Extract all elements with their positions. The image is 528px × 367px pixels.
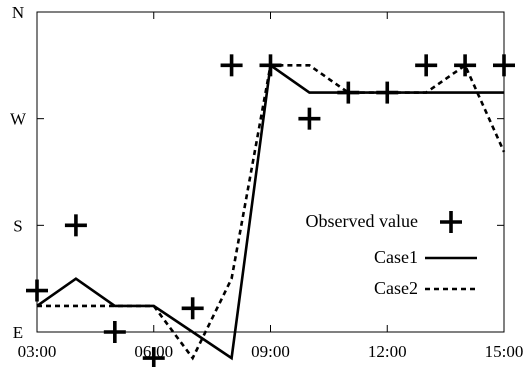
- series-lines: [36, 63, 506, 361]
- case2-line: [37, 63, 506, 361]
- legend-label-case2: Case2: [374, 278, 418, 298]
- observed-point: [415, 54, 438, 77]
- legend-marker-observed: [440, 211, 462, 233]
- observed-point: [220, 54, 243, 77]
- observed-point: [26, 279, 48, 302]
- observed-point: [376, 81, 399, 104]
- observed-point: [142, 347, 165, 367]
- observed-point: [181, 297, 204, 320]
- observed-point: [259, 54, 282, 77]
- observed-point: [493, 54, 515, 77]
- y-tick-label: S: [13, 216, 22, 235]
- y-tick-label: N: [12, 3, 24, 22]
- legend-plus-icon: [440, 211, 462, 233]
- observed-points: [26, 54, 515, 367]
- legend-label-case1: Case1: [374, 247, 418, 267]
- observed-point: [454, 54, 477, 77]
- case1-line: [36, 63, 504, 361]
- legend-label-observed: Observed value: [306, 211, 418, 231]
- y-tick-label: W: [10, 110, 27, 129]
- x-tick-label: 15:00: [485, 342, 524, 361]
- observed-point: [64, 214, 87, 237]
- observed-point: [298, 107, 321, 130]
- x-tick-label: 09:00: [251, 342, 290, 361]
- y-tick-label: E: [13, 323, 23, 342]
- observed-point: [337, 81, 360, 104]
- x-tick-label: 03:00: [18, 342, 57, 361]
- y-axis-ticks: E S W N: [10, 3, 504, 342]
- legend: Observed value Case1 Case2: [306, 211, 477, 298]
- observed-point: [103, 321, 126, 343]
- x-tick-label: 12:00: [368, 342, 407, 361]
